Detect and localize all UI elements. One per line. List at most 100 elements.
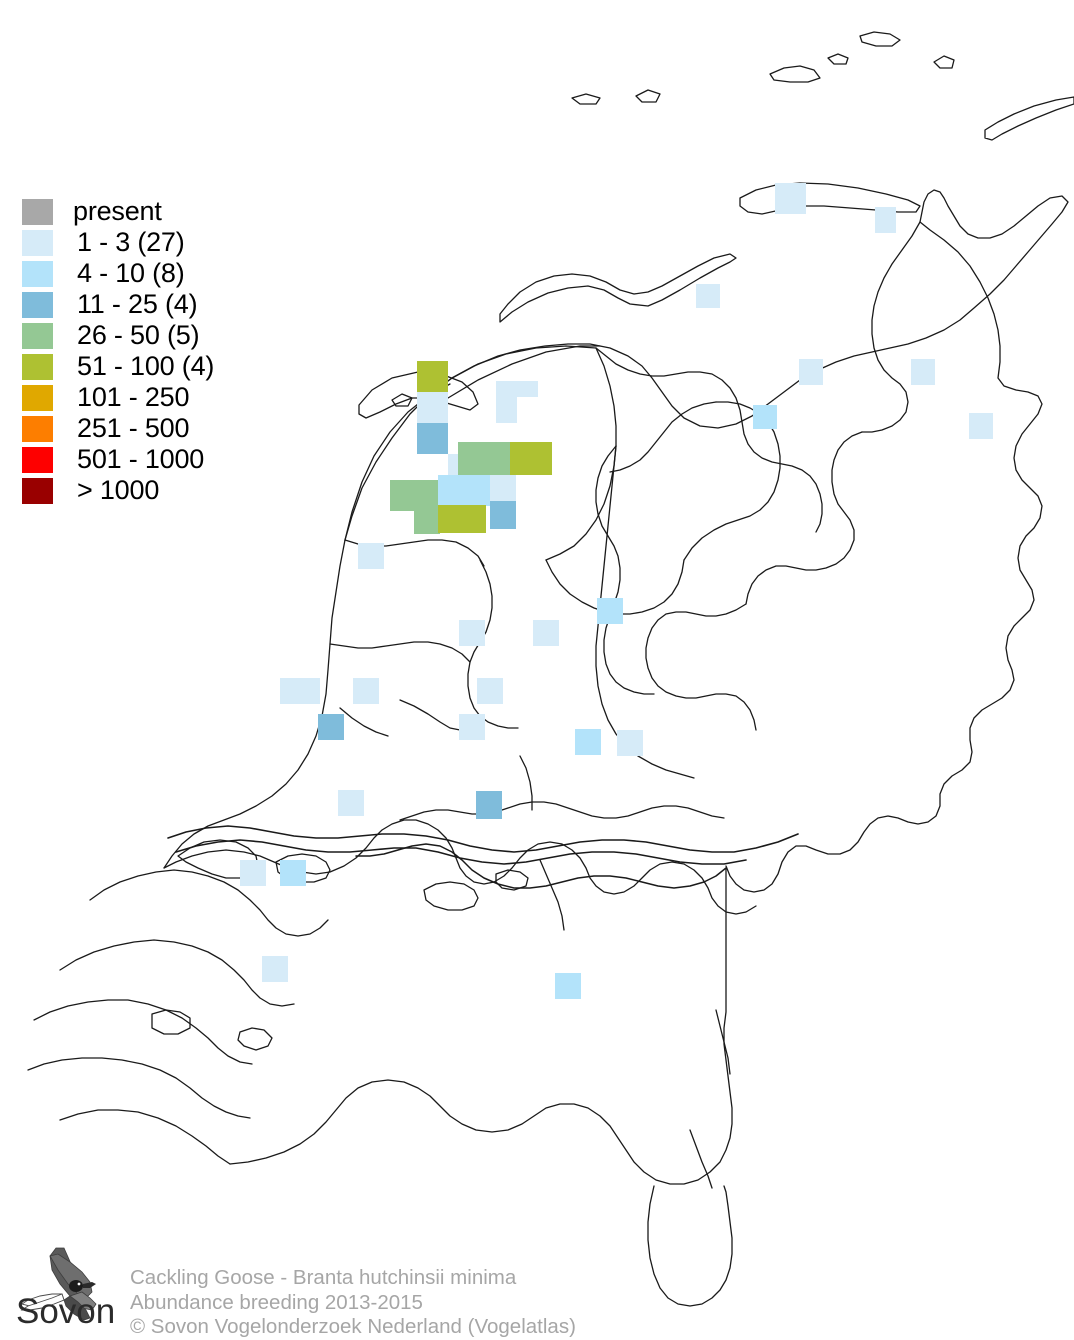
island-small-c	[827, 53, 849, 65]
legend-swatch-4	[22, 322, 53, 349]
delta-outline-3	[59, 939, 295, 1007]
river-maas	[355, 843, 727, 889]
legend-row-3: 11 - 25 (4)	[22, 289, 272, 320]
legend-label-2: 4 - 10 (8)	[77, 258, 185, 288]
map-caption: Cackling Goose - Branta hutchinsii minim…	[130, 1266, 576, 1340]
province-border-zuidholland	[329, 641, 471, 663]
abundance-cell	[490, 475, 516, 501]
abundance-cell	[696, 284, 720, 308]
river-small-6	[689, 1129, 713, 1189]
abundance-cell	[496, 381, 538, 397]
legend-label-0: present	[73, 196, 162, 226]
legend-swatch-8	[22, 446, 53, 473]
ijsselmeer-dike	[427, 345, 597, 397]
legend-label-3: 11 - 25 (4)	[77, 289, 198, 319]
island-texel	[358, 371, 479, 419]
legend-row-2: 4 - 10 (8)	[22, 258, 272, 289]
abundance-cell	[799, 359, 823, 385]
map-footer: Sovon Cackling Goose - Branta hutchinsii…	[0, 1232, 1074, 1340]
legend-swatch-6	[22, 384, 53, 411]
flevoland-w	[545, 347, 617, 561]
legend-label-7: 251 - 500	[77, 413, 190, 443]
river-small-4	[539, 859, 565, 931]
limburg-tail	[647, 1185, 733, 1307]
legend-label-9: > 1000	[77, 475, 160, 505]
river-small-2	[339, 707, 389, 737]
river-small-3	[519, 755, 533, 811]
legend-swatch-3	[22, 291, 53, 318]
abundance-cell	[417, 423, 448, 454]
island-small-d	[933, 55, 955, 69]
legend-swatch-0	[22, 198, 53, 225]
legend-label-6: 101 - 250	[77, 382, 190, 412]
abundance-cell	[417, 361, 448, 392]
abundance-cell	[280, 860, 306, 886]
island-ameland	[984, 96, 1074, 141]
legend-row-0: present	[22, 196, 272, 227]
legend-label-8: 501 - 1000	[77, 444, 205, 474]
abundance-cell	[575, 729, 601, 755]
legend-label-4: 26 - 50 (5)	[77, 320, 200, 350]
abundance-cell	[476, 791, 502, 819]
island-small-f	[571, 93, 601, 105]
abundance-cell	[438, 475, 490, 506]
abundance-cell	[417, 392, 448, 423]
province-border-groningen	[861, 221, 921, 433]
abundance-cell	[496, 397, 517, 423]
national-border-east	[725, 221, 1043, 893]
abundance-cell	[240, 860, 266, 886]
legend-row-4: 26 - 50 (5)	[22, 320, 272, 351]
abundance-cell	[318, 714, 344, 740]
river-small-5	[715, 1009, 731, 1075]
abundance-cell	[597, 598, 623, 624]
caption-species: Cackling Goose - Branta hutchinsii minim…	[130, 1266, 517, 1289]
sovon-wordmark: Sovon	[16, 1292, 116, 1331]
delta-detail-6	[237, 1027, 273, 1051]
legend-row-7: 251 - 500	[22, 413, 272, 444]
province-border-friesland	[595, 347, 823, 533]
legend-swatch-7	[22, 415, 53, 442]
abundance-cell	[262, 956, 288, 982]
legend-row-6: 101 - 250	[22, 382, 272, 413]
river-small-1	[399, 699, 461, 731]
caption-copyright: © Sovon Vogelonderzoek Nederland (Vogela…	[130, 1315, 576, 1338]
abundance-cell	[414, 506, 440, 534]
national-border-west	[163, 539, 346, 869]
island-small-b	[769, 65, 821, 83]
delta-outline-2	[89, 869, 329, 937]
abundance-cell	[338, 790, 364, 816]
abundance-cell	[280, 678, 320, 704]
island-vlieland	[499, 253, 737, 323]
legend-label-1: 1 - 3 (27)	[77, 227, 185, 257]
abundance-cell	[911, 359, 935, 385]
abundance-cell	[533, 620, 559, 646]
legend-swatch-1	[22, 229, 53, 256]
abundance-cell	[753, 405, 777, 429]
island-small-e	[635, 89, 661, 103]
province-border-noordbrabant	[399, 801, 725, 821]
province-border-drenthe	[745, 431, 863, 605]
river-ijssel	[595, 445, 695, 779]
island-small-g	[391, 393, 413, 407]
caption-period: Abundance breeding 2013-2015	[130, 1290, 423, 1314]
legend-swatch-9	[22, 477, 53, 504]
national-border-south	[229, 867, 733, 1185]
legend-row-1: 1 - 3 (27)	[22, 227, 272, 258]
abundance-cell	[477, 678, 503, 704]
abundance-cell	[510, 442, 552, 475]
abundance-cell	[459, 714, 485, 740]
river-rijn	[167, 825, 799, 853]
delta-outline-6	[59, 1109, 231, 1165]
abundance-cell	[490, 501, 516, 529]
province-border-gelderland	[595, 445, 655, 695]
delta-detail-5	[151, 1009, 191, 1035]
abundance-cell	[555, 973, 581, 999]
legend-row-8: 501 - 1000	[22, 444, 272, 475]
abundance-cell	[438, 505, 486, 533]
abundance-cell	[875, 207, 896, 233]
delta-detail-4	[495, 869, 529, 891]
legend-label-5: 51 - 100 (4)	[77, 351, 215, 381]
abundance-cell	[617, 730, 643, 756]
